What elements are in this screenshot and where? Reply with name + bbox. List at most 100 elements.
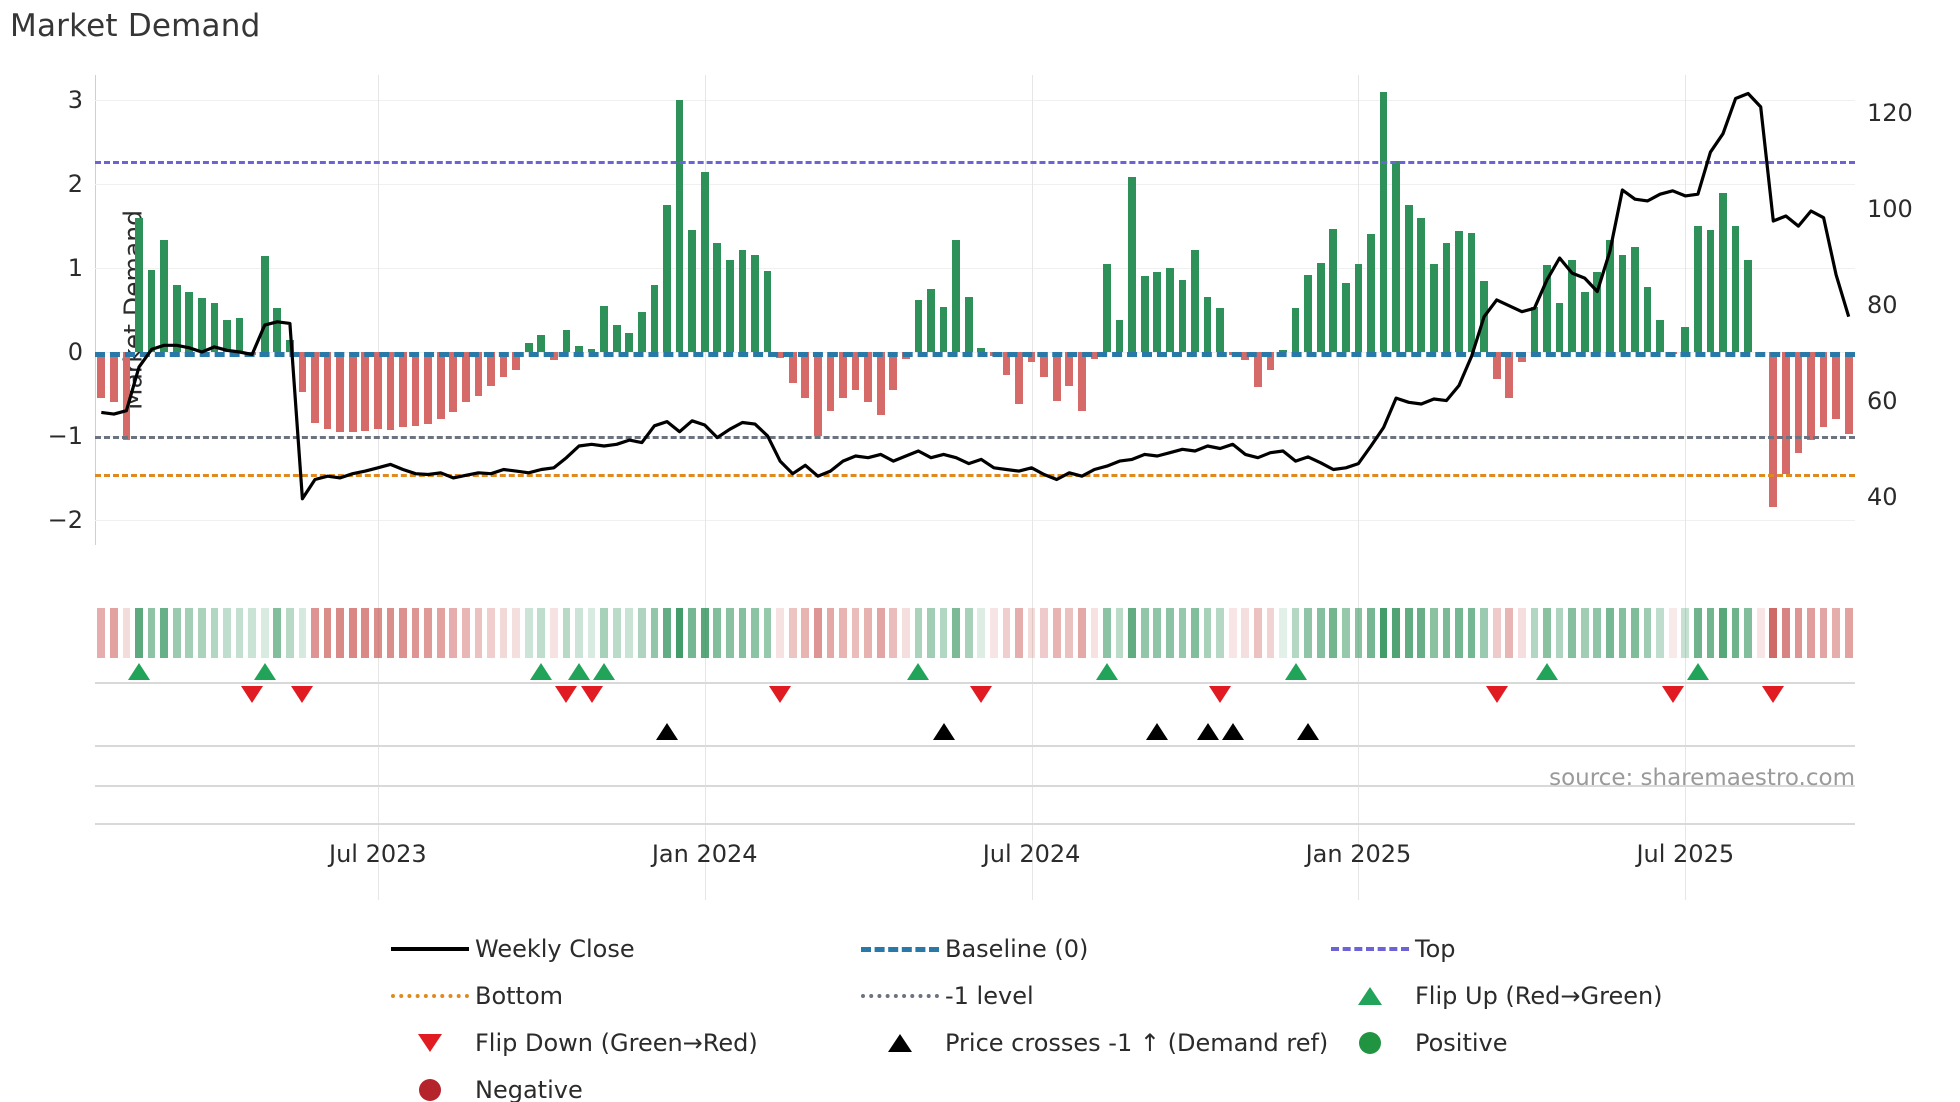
heatmap-cell [587, 608, 596, 658]
legend-item[interactable]: Flip Down (Green→Red) [385, 1024, 855, 1062]
flip-down-marker [1209, 686, 1232, 703]
y-axis-spine [95, 75, 96, 545]
demand-bar [311, 351, 319, 424]
demand-bar [336, 351, 345, 432]
legend-item[interactable]: Top [1325, 930, 1745, 968]
heatmap-cell [1241, 608, 1250, 658]
demand-bar [713, 242, 722, 352]
demand-bar [373, 351, 382, 430]
heatmap-cell [235, 608, 244, 658]
demand-bar [1769, 351, 1778, 508]
demand-bar [1744, 259, 1753, 352]
heatmap-cell [361, 608, 370, 658]
heatmap-cell [1517, 608, 1526, 658]
flip-down-marker [1661, 686, 1684, 703]
heatmap-cell [1580, 608, 1589, 658]
demand-bar [1580, 291, 1589, 352]
dash-purple-icon [1331, 947, 1409, 951]
legend-item[interactable]: Baseline (0) [855, 930, 1325, 968]
demand-intensity-strip [95, 608, 1855, 658]
heatmap-cell [1103, 608, 1111, 658]
heatmap-cell [298, 608, 307, 658]
heatmap-cell [1656, 608, 1665, 658]
demand-bar [1455, 231, 1463, 352]
heatmap-cell [1065, 608, 1074, 658]
demand-bar [637, 311, 646, 352]
triangle-up-black-icon [888, 1034, 912, 1052]
demand-bar [952, 239, 961, 352]
legend-label: Bottom [475, 982, 564, 1010]
heatmap-cell [1693, 608, 1702, 658]
legend-item[interactable]: Weekly Close [385, 930, 855, 968]
gridline [95, 268, 1855, 270]
demand-bar [122, 351, 131, 441]
heatmap-cell [424, 608, 433, 658]
dot-gray-icon [861, 994, 939, 998]
demand-bar [1367, 234, 1375, 352]
heatmap-cell [738, 608, 747, 658]
heatmap-cell [1354, 608, 1363, 658]
legend-key-dot-red-icon [385, 1071, 475, 1102]
legend-item[interactable]: Flip Up (Red→Green) [1325, 977, 1745, 1015]
heatmap-cell [248, 608, 257, 658]
legend-item[interactable]: Negative [385, 1071, 855, 1102]
flip-up-marker [593, 663, 616, 680]
heatmap-cell [914, 608, 923, 658]
price-cross-row-divider [95, 745, 1855, 747]
demand-bar [1354, 263, 1363, 352]
heatmap-cell [1367, 608, 1375, 658]
demand-bar [1392, 160, 1401, 352]
heatmap-cell [1618, 608, 1627, 658]
heatmap-cell [612, 608, 621, 658]
heatmap-cell [889, 608, 898, 658]
demand-bar [160, 240, 169, 352]
demand-bar [1191, 249, 1199, 352]
heatmap-cell [939, 608, 948, 658]
heatmap-cell [1794, 608, 1803, 658]
x-tick-label: Jul 2025 [1636, 840, 1735, 868]
heatmap-cell [1668, 608, 1677, 658]
heatmap-cell [336, 608, 345, 658]
heatmap-cell [688, 608, 697, 658]
legend-item[interactable]: Bottom [385, 977, 855, 1015]
heatmap-cell [285, 608, 294, 658]
demand-bar [1681, 326, 1690, 352]
demand-bar [1781, 351, 1790, 474]
flip-up-marker [1686, 663, 1709, 680]
demand-bar [1052, 351, 1061, 401]
demand-bar [1253, 351, 1262, 388]
legend-item[interactable]: -1 level [855, 977, 1325, 1015]
flip-up-marker [128, 663, 150, 680]
heatmap-cell [1593, 608, 1602, 658]
heatmap-cell [549, 608, 558, 658]
legend-item[interactable]: Positive [1325, 1024, 1745, 1062]
demand-bar [914, 299, 923, 352]
heatmap-cell [1744, 608, 1753, 658]
demand-bar [876, 351, 885, 415]
legend-item[interactable]: Price crosses -1 ↑ (Demand ref) [855, 1024, 1328, 1062]
heatmap-cell [487, 608, 495, 658]
heatmap-cell [1040, 608, 1049, 658]
heatmap-cell [864, 608, 873, 658]
demand-bar [839, 351, 847, 399]
demand-bar [424, 351, 433, 425]
x-tick-label: Jan 2025 [1305, 840, 1412, 868]
heatmap-cell [1015, 608, 1023, 658]
demand-bar [1693, 226, 1702, 352]
y-tick-label: 0 [67, 337, 83, 366]
demand-bar [109, 351, 118, 403]
heatmap-cell [1165, 608, 1174, 658]
legend-label: Negative [475, 1076, 583, 1102]
heatmap-cell [625, 608, 634, 658]
legend-key-dash-purple-icon [1325, 930, 1415, 968]
demand-bar [813, 351, 822, 436]
page-title: Market Demand [10, 8, 261, 44]
heatmap-cell [122, 608, 131, 658]
demand-bar [499, 351, 508, 378]
demand-bar [977, 347, 986, 352]
flip-up-marker [253, 663, 276, 680]
heatmap-cell [1279, 608, 1287, 658]
demand-bar [361, 351, 370, 431]
demand-bar [1568, 259, 1577, 352]
vertical-gridline [377, 75, 379, 900]
